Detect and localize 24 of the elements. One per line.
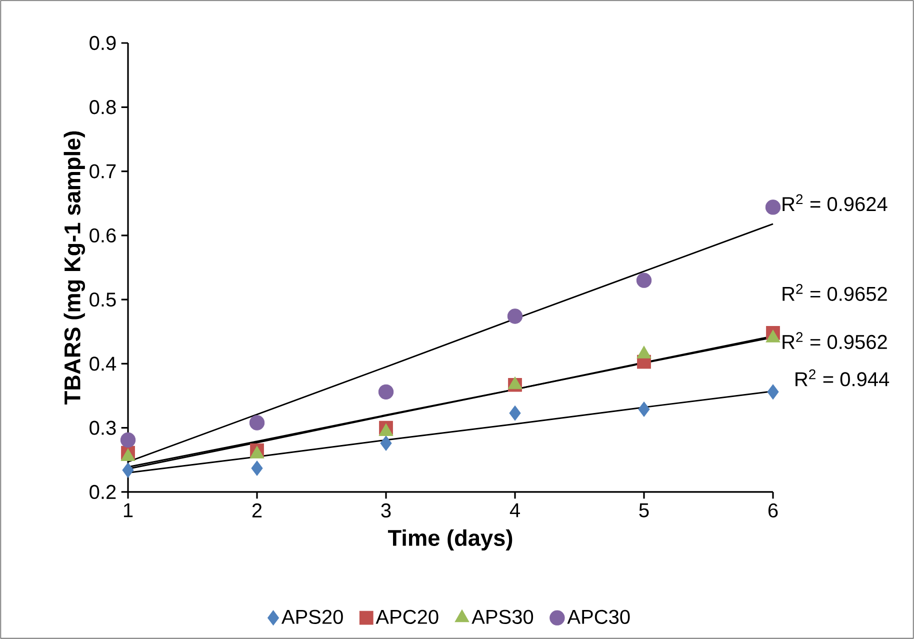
y-tick-label: 0.7 [90, 164, 116, 178]
legend-label: APC30 [567, 610, 630, 624]
y-tick-label: 0.3 [90, 420, 116, 435]
x-tick-label: 1 [124, 503, 133, 518]
x-tick-label: 4 [510, 503, 520, 518]
legend-label: APS20 [281, 610, 343, 624]
legend-label: APC20 [376, 610, 438, 624]
text: R$^{2}$ = 0.944 [796, 369, 890, 386]
text: R$^{2}$ = 0.9624 [782, 194, 888, 212]
y-tick-label: 0.9 [90, 36, 116, 50]
y-tick-label: 0.8 [90, 100, 116, 114]
text: R$^{2}$ = 0.9652 [782, 284, 887, 301]
x-tick-label: 2 [252, 503, 262, 518]
text: R$^{2}$ = 0.9562 [782, 332, 887, 350]
x-tick-label: 3 [381, 503, 391, 518]
x-tick-label: 5 [639, 503, 649, 518]
y-axis-title: TBARS (mg Kg-1 sample) [64, 131, 86, 405]
y-tick-label: 0.6 [90, 228, 116, 242]
legend-label: APS30 [472, 610, 534, 624]
y-tick-label: 0.4 [90, 356, 116, 371]
y-tick-label: 0.2 [90, 484, 116, 500]
y-tick-label: 0.5 [90, 292, 116, 307]
x-axis-title: Time (days) [388, 529, 512, 550]
x-tick-label: 6 [768, 503, 778, 518]
